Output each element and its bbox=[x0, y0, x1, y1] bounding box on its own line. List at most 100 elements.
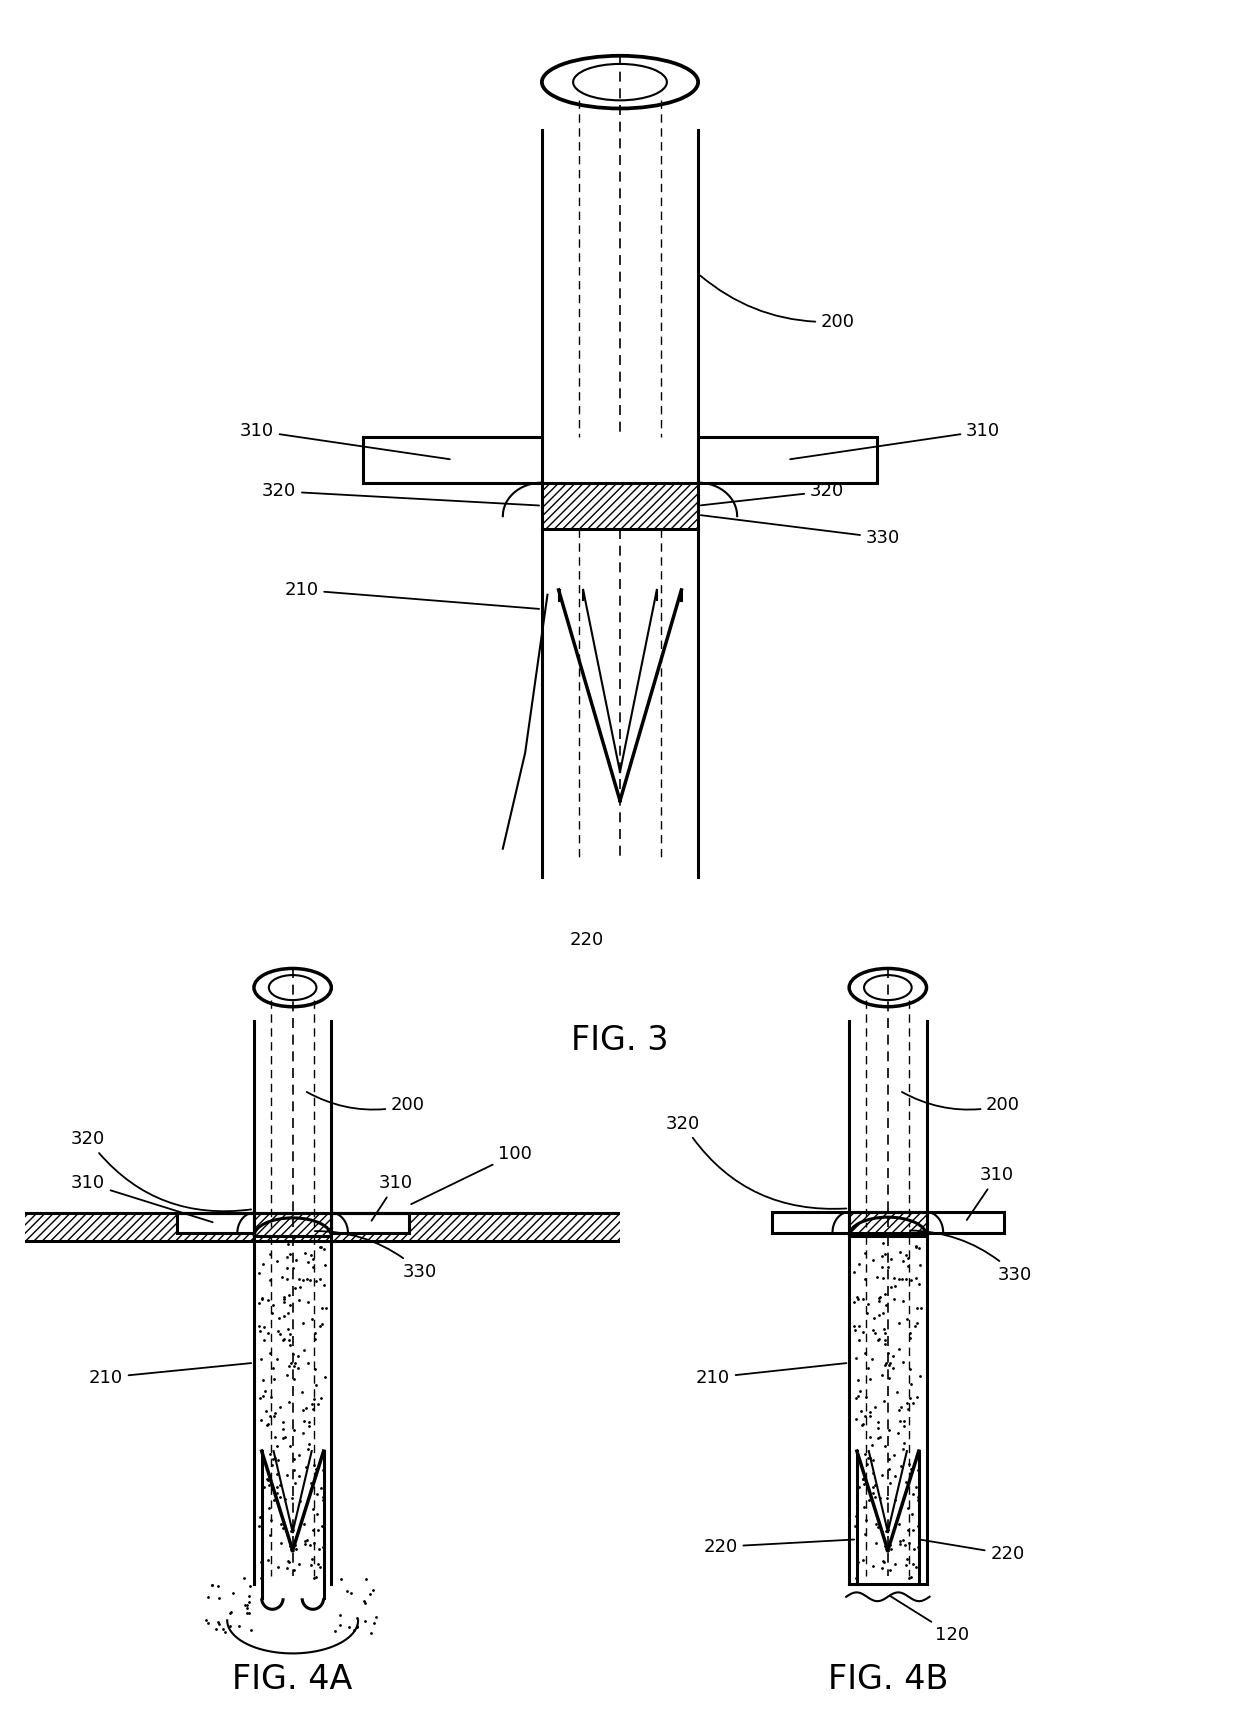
Point bbox=[264, 1424, 284, 1451]
Bar bbox=[0, 1213, 650, 1240]
Point bbox=[219, 1600, 239, 1627]
Point bbox=[885, 1487, 905, 1514]
Bar bbox=[254, 1213, 331, 1237]
Point bbox=[363, 1576, 383, 1603]
Point bbox=[345, 1617, 365, 1644]
Point bbox=[893, 1348, 913, 1376]
Point bbox=[284, 1365, 304, 1393]
Point bbox=[880, 1348, 900, 1376]
Point bbox=[908, 1309, 928, 1336]
Point bbox=[260, 1521, 280, 1548]
Point bbox=[263, 1355, 283, 1382]
Point bbox=[897, 1545, 916, 1572]
Point bbox=[290, 1273, 310, 1300]
Text: 320: 320 bbox=[701, 483, 844, 505]
Point bbox=[859, 1424, 879, 1451]
Point bbox=[879, 1456, 899, 1483]
Point bbox=[250, 1384, 270, 1412]
Point bbox=[250, 1406, 270, 1434]
Point bbox=[849, 1312, 869, 1340]
Point bbox=[880, 1470, 900, 1497]
Point bbox=[281, 1518, 301, 1545]
Point bbox=[857, 1382, 877, 1410]
Point bbox=[299, 1430, 319, 1458]
Point bbox=[294, 1336, 314, 1364]
Point bbox=[844, 1258, 864, 1285]
Point bbox=[258, 1412, 278, 1439]
Point bbox=[875, 1432, 895, 1459]
Point bbox=[260, 1266, 280, 1294]
Bar bbox=[698, 436, 877, 483]
Point bbox=[273, 1408, 293, 1436]
Point bbox=[306, 1456, 326, 1483]
Point bbox=[869, 1302, 889, 1329]
Text: 200: 200 bbox=[901, 1092, 1021, 1114]
Point bbox=[274, 1283, 294, 1311]
Point bbox=[900, 1371, 920, 1398]
Point bbox=[281, 1485, 301, 1513]
Bar bbox=[176, 1213, 254, 1234]
Point bbox=[259, 1240, 279, 1268]
Point bbox=[315, 1252, 335, 1280]
Point bbox=[893, 1436, 913, 1463]
Point bbox=[909, 1483, 929, 1511]
Point bbox=[236, 1591, 255, 1619]
Point bbox=[900, 1324, 920, 1352]
Point bbox=[848, 1548, 868, 1576]
Point bbox=[898, 1252, 918, 1280]
Point bbox=[298, 1526, 317, 1554]
Point bbox=[290, 1463, 310, 1490]
Point bbox=[278, 1362, 298, 1389]
Point bbox=[298, 1288, 317, 1316]
Point bbox=[280, 1533, 300, 1560]
Point bbox=[301, 1545, 321, 1572]
Point bbox=[859, 1365, 879, 1393]
Point bbox=[893, 1247, 913, 1275]
Point bbox=[268, 1473, 288, 1501]
Point bbox=[277, 1554, 296, 1581]
Point bbox=[253, 1285, 273, 1312]
Point bbox=[238, 1600, 258, 1627]
Point bbox=[229, 1612, 249, 1639]
Point bbox=[268, 1446, 288, 1473]
Point bbox=[301, 1389, 321, 1417]
Point bbox=[277, 1461, 296, 1489]
Text: 320: 320 bbox=[71, 1131, 252, 1211]
Point bbox=[285, 1350, 305, 1377]
Point bbox=[848, 1365, 868, 1393]
Point bbox=[864, 1304, 884, 1331]
Point bbox=[869, 1283, 889, 1311]
Point bbox=[889, 1266, 909, 1294]
Point bbox=[899, 1530, 919, 1557]
Text: 310: 310 bbox=[967, 1167, 1014, 1220]
Point bbox=[846, 1384, 866, 1412]
Point bbox=[356, 1566, 376, 1593]
Point bbox=[851, 1398, 870, 1425]
Point bbox=[901, 1456, 921, 1483]
Point bbox=[848, 1251, 868, 1278]
Point bbox=[888, 1418, 908, 1446]
Point bbox=[905, 1312, 925, 1340]
Point bbox=[906, 1294, 926, 1321]
Text: 310: 310 bbox=[71, 1174, 212, 1222]
Point bbox=[863, 1446, 883, 1473]
Point bbox=[884, 1285, 904, 1312]
Point bbox=[879, 1557, 899, 1584]
Point bbox=[296, 1266, 316, 1294]
Point bbox=[847, 1345, 867, 1372]
Point bbox=[253, 1548, 273, 1576]
Point bbox=[301, 1242, 321, 1270]
Point bbox=[867, 1263, 887, 1290]
Point bbox=[853, 1410, 873, 1437]
Point bbox=[305, 1384, 325, 1412]
Point bbox=[264, 1403, 284, 1430]
Point bbox=[254, 1473, 274, 1501]
Point bbox=[275, 1485, 295, 1513]
Point bbox=[293, 1418, 312, 1446]
Point bbox=[270, 1393, 290, 1420]
Point bbox=[857, 1506, 877, 1533]
Point bbox=[882, 1535, 901, 1562]
Point bbox=[272, 1530, 291, 1557]
Point bbox=[868, 1408, 888, 1436]
Point bbox=[269, 1304, 289, 1331]
